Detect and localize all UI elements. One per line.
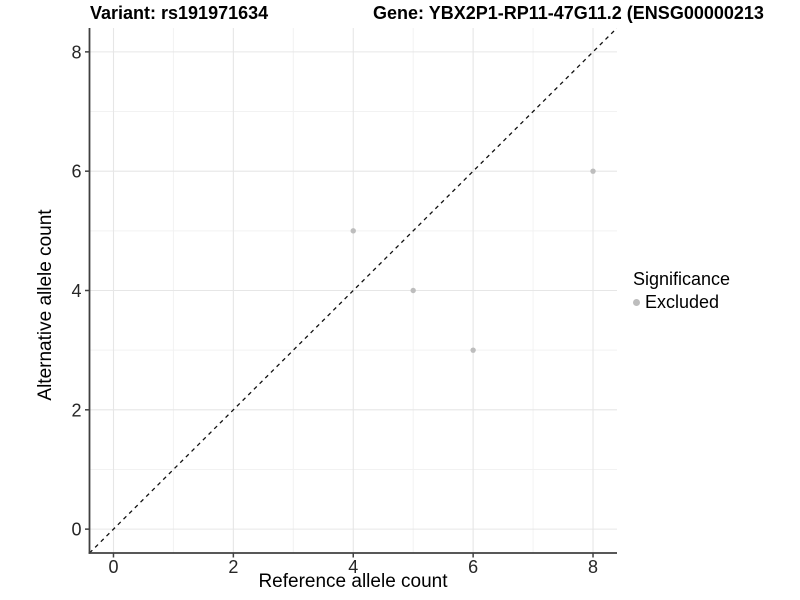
x-tick-label: 8 [588, 557, 598, 577]
y-tick-label: 0 [71, 520, 81, 540]
y-tick-label: 4 [71, 281, 81, 301]
y-axis-title: Alternative allele count [35, 209, 56, 401]
y-tick-label: 2 [71, 400, 81, 420]
plot-title-gene: Gene: YBX2P1-RP11-47G11.2 (ENSG00000213 [373, 3, 764, 23]
data-point [590, 168, 596, 174]
legend-title: Significance [633, 269, 731, 289]
x-tick-label: 4 [348, 557, 358, 577]
x-tick-label: 0 [108, 557, 118, 577]
plot-title-variant: Variant: rs191971634 [90, 3, 269, 23]
x-tick-label: 2 [228, 557, 238, 577]
data-point [470, 347, 476, 353]
y-tick-label: 6 [71, 162, 81, 182]
x-axis-title: Reference allele count [258, 571, 448, 592]
data-point [410, 287, 416, 294]
legend-item-label: Excluded [645, 292, 720, 312]
legend: Significance Excluded [633, 269, 730, 312]
x-tick-label: 6 [468, 557, 478, 577]
excluded-point-icon [633, 298, 640, 306]
y-tick-label: 8 [71, 42, 81, 62]
legend-item-excluded: Excluded [633, 292, 730, 312]
data-point [350, 228, 356, 234]
